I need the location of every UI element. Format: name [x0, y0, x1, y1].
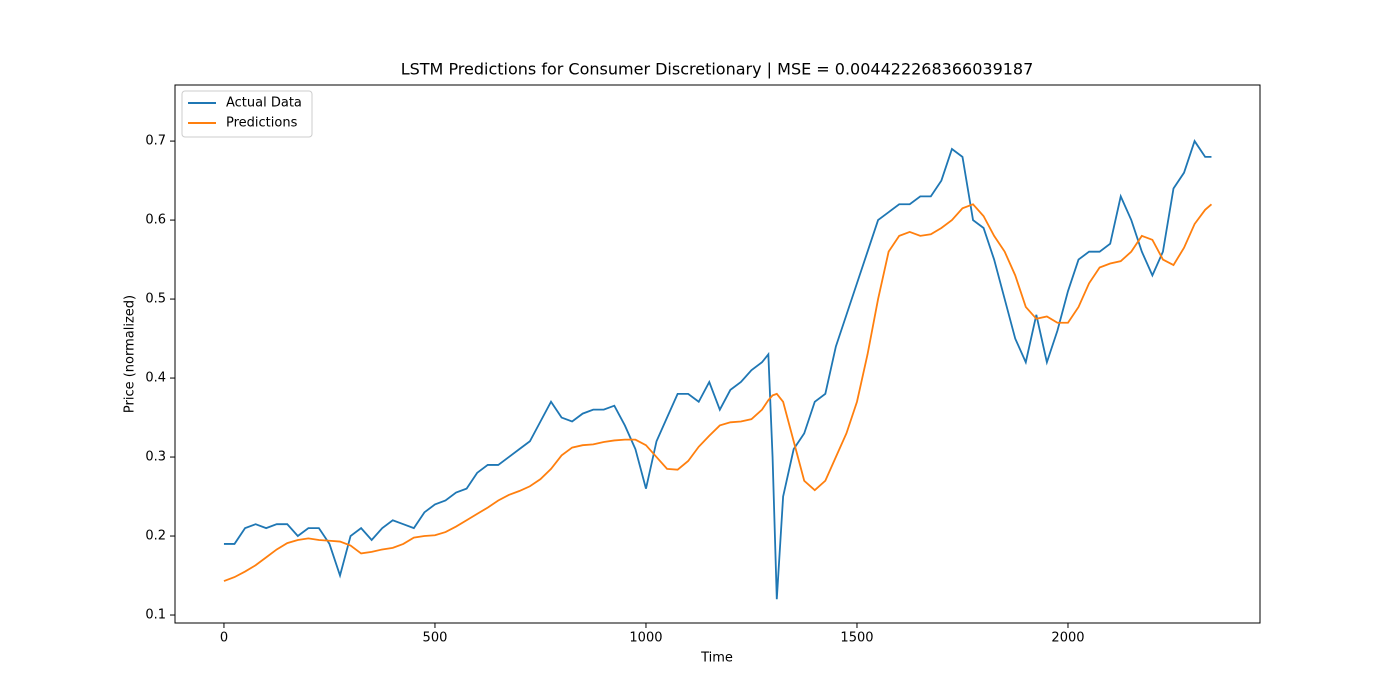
legend-label: Predictions — [226, 116, 298, 131]
y-tick-label: 0.2 — [145, 529, 166, 544]
data-line — [223, 139, 1212, 600]
x-tick-label: 2000 — [1051, 631, 1084, 646]
y-tick-label: 0.3 — [145, 450, 166, 465]
y-tick-label: 0.6 — [145, 213, 166, 228]
chart-title: LSTM Predictions for Consumer Discretion… — [401, 60, 1034, 79]
y-axis-label: Price (normalized) — [123, 295, 138, 413]
data-line — [223, 203, 1213, 582]
x-tick-label: 1000 — [629, 631, 662, 646]
y-tick-label: 0.1 — [145, 608, 166, 623]
x-axis-label: Time — [700, 651, 733, 666]
legend-label: Actual Data — [226, 96, 302, 111]
x-tick-label: 0 — [220, 631, 228, 646]
y-tick-label: 0.7 — [145, 134, 166, 149]
plot-frame — [174, 84, 1261, 624]
y-tick-label: 0.5 — [145, 292, 166, 307]
y-tick-label: 0.4 — [145, 371, 166, 386]
x-tick-label: 500 — [423, 631, 448, 646]
x-tick-label: 1500 — [840, 631, 873, 646]
